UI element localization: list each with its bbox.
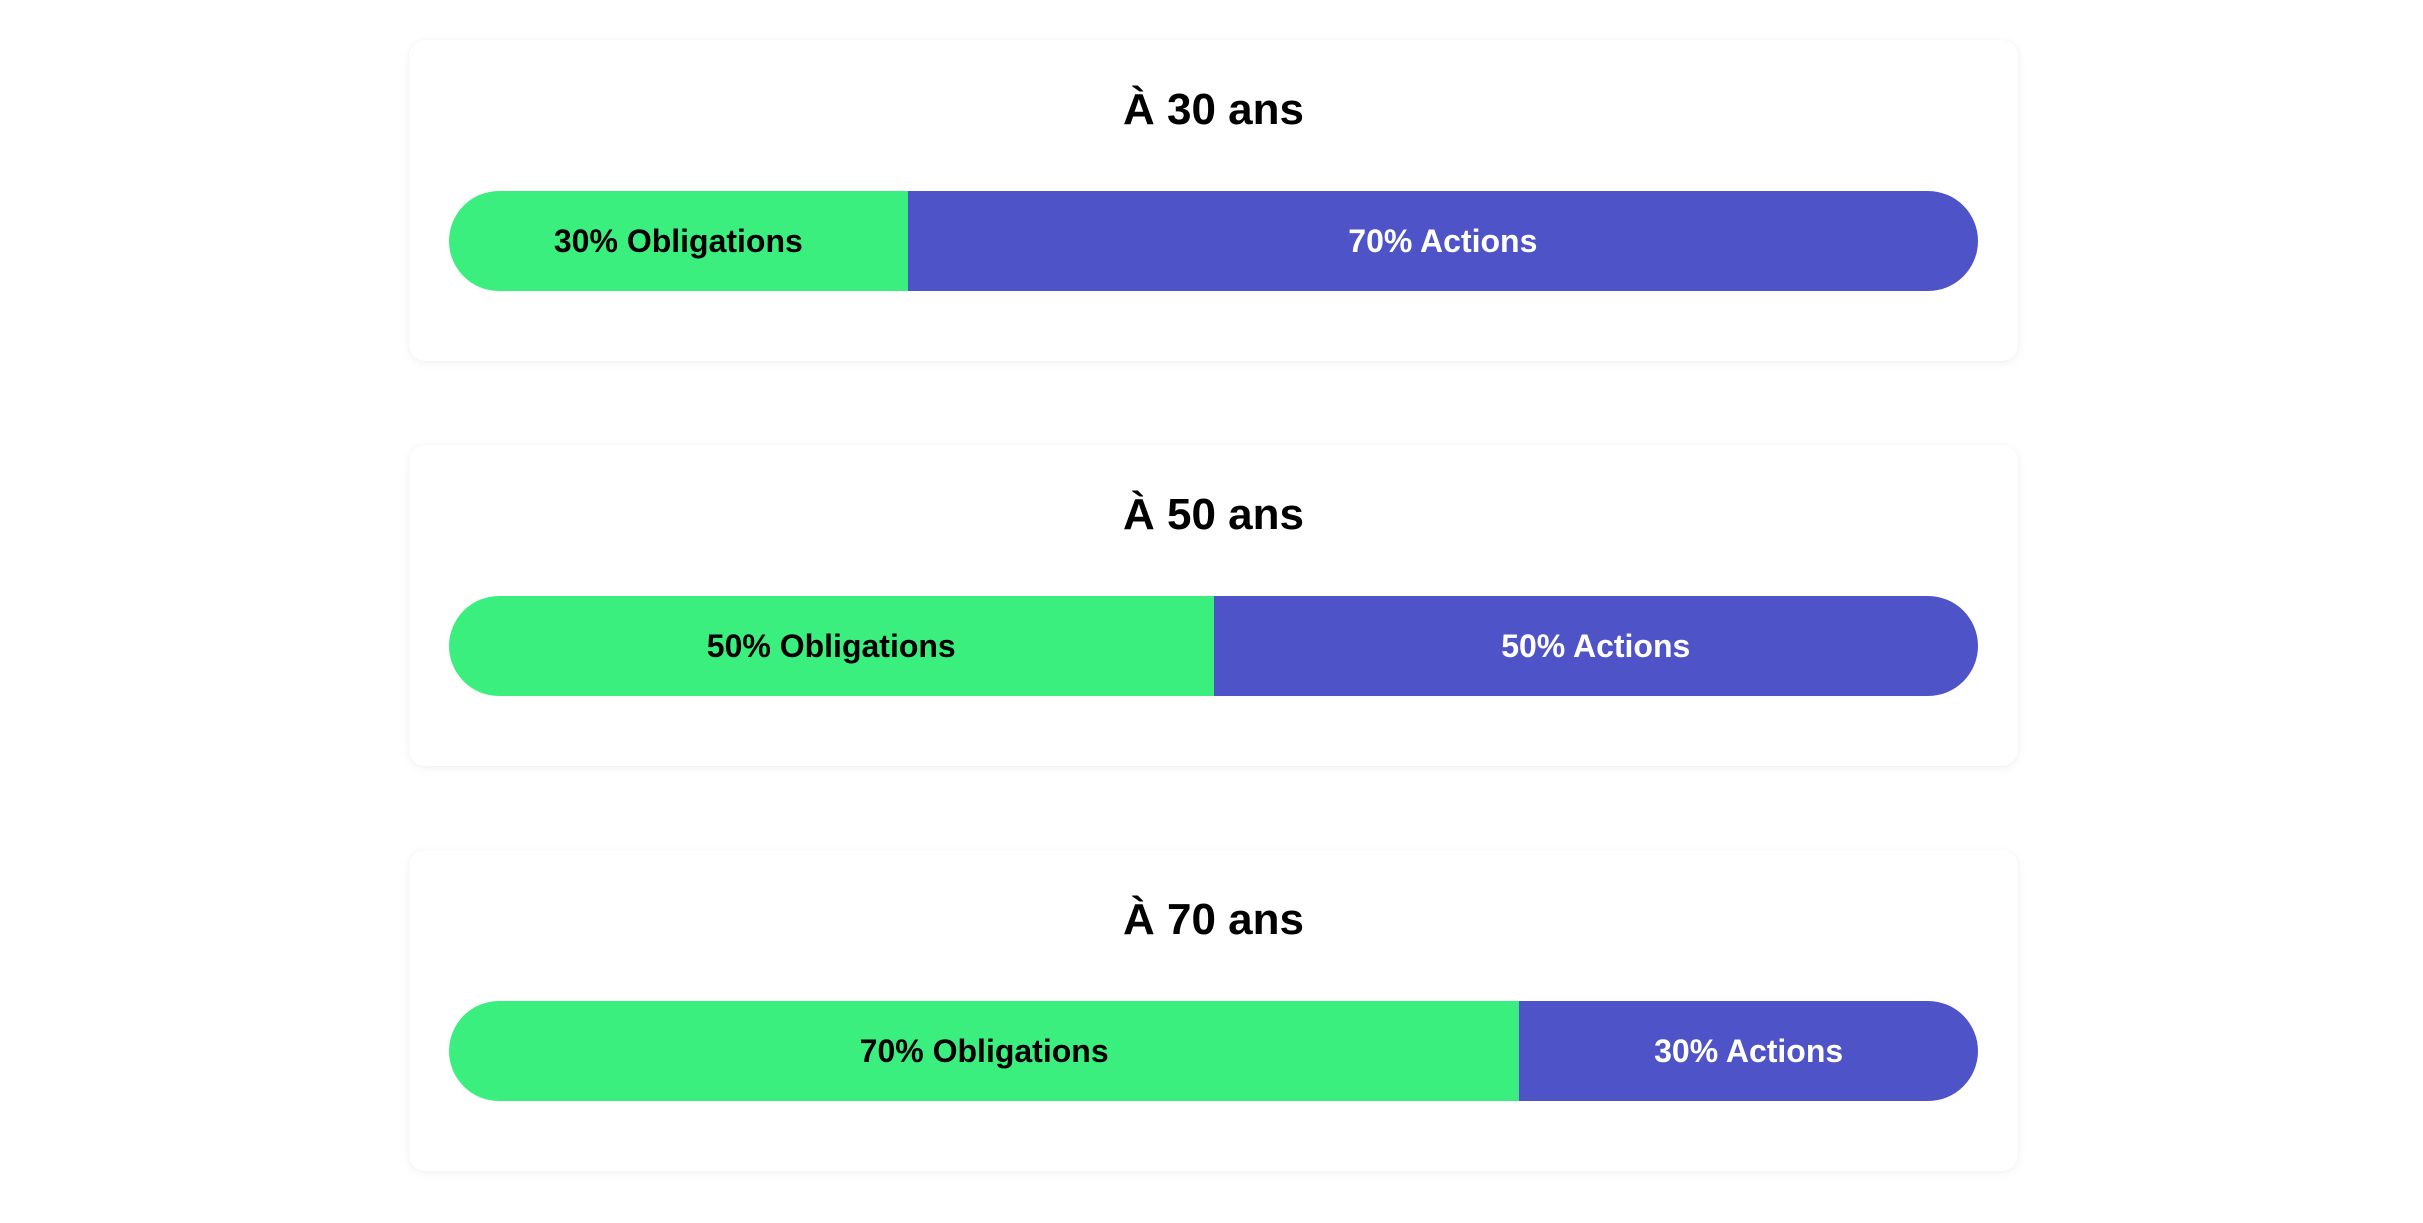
- allocation-card-30: À 30 ans 30% Obligations 70% Actions: [409, 40, 2018, 361]
- bonds-segment: 30% Obligations: [449, 191, 908, 291]
- bonds-segment: 50% Obligations: [449, 596, 1214, 696]
- allocation-card-50: À 50 ans 50% Obligations 50% Actions: [409, 445, 2018, 766]
- bonds-segment: 70% Obligations: [449, 1001, 1520, 1101]
- stocks-segment: 30% Actions: [1519, 1001, 1978, 1101]
- allocation-bar: 70% Obligations 30% Actions: [449, 1001, 1978, 1101]
- allocation-bar: 50% Obligations 50% Actions: [449, 596, 1978, 696]
- card-title: À 70 ans: [1123, 895, 1304, 944]
- card-title: À 30 ans: [1123, 85, 1304, 134]
- card-title: À 50 ans: [1123, 490, 1304, 539]
- stocks-segment: 50% Actions: [1213, 596, 1978, 696]
- stocks-segment: 70% Actions: [907, 191, 1978, 291]
- allocation-bar: 30% Obligations 70% Actions: [449, 191, 1978, 291]
- allocation-card-70: À 70 ans 70% Obligations 30% Actions: [409, 850, 2018, 1171]
